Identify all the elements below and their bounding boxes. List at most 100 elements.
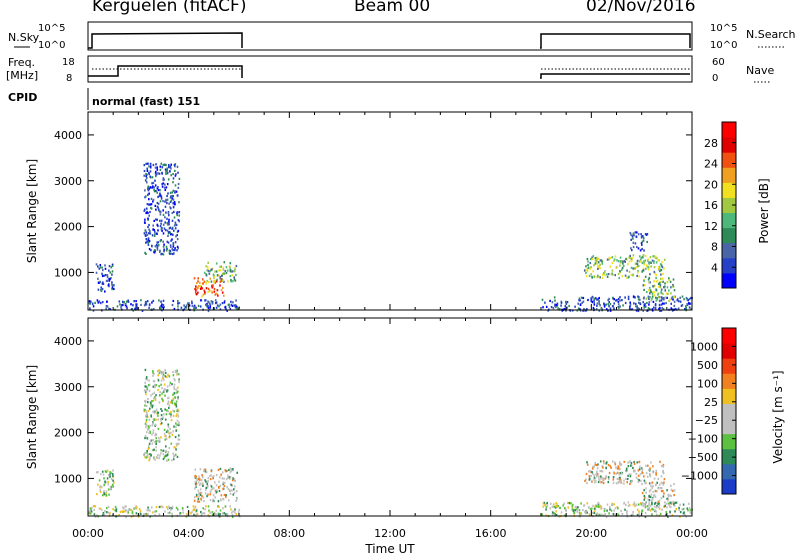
- velocity-echo-cell: [608, 512, 610, 515]
- velocity-echo-cell: [651, 481, 654, 484]
- power-echo-cell: [127, 300, 130, 303]
- velocity-echo-cell: [654, 501, 657, 504]
- velocity-echo-cell: [145, 512, 147, 516]
- velocity-echo-cell: [198, 500, 201, 503]
- velocity-echo-cell: [606, 461, 608, 464]
- velocity-echo-cell: [148, 431, 150, 434]
- power-echo-cell: [155, 163, 157, 166]
- power-echo-cell: [632, 237, 634, 240]
- velocity-echo-cell: [556, 503, 559, 506]
- power-echo-cell: [591, 256, 593, 259]
- velocity-echo-cell: [603, 510, 606, 513]
- power-echo-cell: [598, 265, 601, 268]
- velocity-echo-cell: [136, 506, 138, 509]
- power-echo-cell: [648, 262, 650, 265]
- power-echo-cell: [164, 183, 166, 186]
- power-echo-cell: [176, 249, 178, 252]
- power-echo-cell: [650, 261, 652, 264]
- power-echo-cell: [587, 260, 589, 263]
- velocity-echo-cell: [688, 502, 690, 505]
- velocity-echo-cell: [192, 505, 195, 508]
- power-echo-cell: [153, 228, 155, 232]
- velocity-echo-cell: [96, 493, 98, 496]
- velocity-echo-cell: [149, 401, 152, 404]
- power-echo-cell: [155, 244, 158, 247]
- velocity-echo-cell: [618, 473, 621, 476]
- velocity-echo-cell: [675, 508, 678, 511]
- power-echo-cell: [657, 282, 660, 285]
- power-echo-cell: [668, 277, 670, 280]
- power-echo-cell: [147, 237, 150, 240]
- velocity-echo-cell: [220, 473, 222, 476]
- power-echo-cell: [235, 264, 238, 268]
- velocity-echo-cell: [164, 394, 166, 397]
- velocity-echo-cell: [159, 371, 162, 374]
- power-echo-cell: [608, 297, 610, 300]
- velocity-echo-cell: [656, 504, 658, 508]
- velocity-echo-cell: [155, 433, 158, 436]
- power-echo-cell: [596, 276, 599, 279]
- velocity-echo-cell: [170, 401, 172, 404]
- power-echo-cell: [158, 194, 161, 197]
- power-echo-cell: [118, 300, 121, 303]
- power-echo-cell: [651, 295, 654, 298]
- power-echo-cell: [175, 223, 178, 227]
- power-echo-cell: [582, 300, 585, 303]
- power-echo-cell: [108, 265, 111, 268]
- power-echo-cell: [197, 280, 199, 283]
- velocity-echo-cell: [655, 469, 658, 472]
- velocity-echo-cell: [93, 508, 95, 511]
- power-echo-cell: [111, 264, 114, 267]
- power-echo-cell: [158, 299, 160, 302]
- power-echo-cell: [656, 297, 659, 300]
- velocity-echo-cell: [153, 411, 156, 414]
- velocity-echo-cell: [640, 511, 643, 514]
- velocity-echo-cell: [652, 471, 654, 474]
- power-echo-cell: [619, 299, 621, 302]
- power-echo-cell: [229, 266, 231, 269]
- velocity-echo-cell: [627, 501, 630, 504]
- power-echo-cell: [123, 301, 125, 304]
- power-echo-cell: [165, 245, 168, 248]
- velocity-echo-cell: [134, 507, 137, 510]
- velocity-echo-cell: [649, 488, 652, 492]
- velocity-echo-cell: [173, 402, 176, 405]
- power-echo-cell: [598, 300, 600, 303]
- power-echo-cell: [645, 297, 648, 300]
- power-echo-cell: [633, 302, 635, 305]
- velocity-echo-cell: [214, 496, 216, 499]
- velocity-echo-cell: [149, 431, 151, 434]
- power-echo-cell: [594, 259, 597, 262]
- power-echo-cell: [162, 299, 165, 302]
- power-echo-cell: [581, 301, 583, 304]
- power-echo-cell: [97, 277, 99, 280]
- power-echo-cell: [635, 266, 638, 269]
- velocity-echo-cell: [648, 508, 650, 511]
- power-echo-cell: [108, 277, 110, 280]
- power-echo-cell: [643, 304, 646, 307]
- power-echo-cell: [148, 240, 151, 243]
- power-echo-cell: [658, 295, 660, 298]
- power-echo-cell: [199, 284, 202, 287]
- power-echo-cell: [153, 190, 156, 193]
- velocity-echo-cell: [146, 431, 148, 434]
- power-echo-cell: [148, 165, 150, 168]
- velocity-echo-cell: [165, 454, 167, 457]
- colorbar-segment: [722, 433, 736, 450]
- cpid-label: CPID: [8, 91, 37, 104]
- velocity-echo-cell: [231, 468, 234, 471]
- power-echo-cell: [230, 270, 233, 273]
- velocity-echo-cell: [215, 509, 218, 512]
- power-echo-cell: [170, 252, 172, 255]
- power-echo-cell: [162, 213, 165, 216]
- velocity-echo-cell: [215, 491, 218, 494]
- power-echo-cell: [169, 244, 172, 247]
- power-echo-cell: [672, 283, 674, 287]
- power-echo-cell: [207, 304, 209, 308]
- velocity-echo-cell: [230, 508, 232, 511]
- power-echo-cell: [207, 287, 210, 290]
- velocity-echo-cell: [160, 408, 162, 411]
- power-echo-cell: [599, 259, 602, 262]
- power-echo-cell: [655, 288, 657, 291]
- colorbar-segment: [722, 122, 736, 138]
